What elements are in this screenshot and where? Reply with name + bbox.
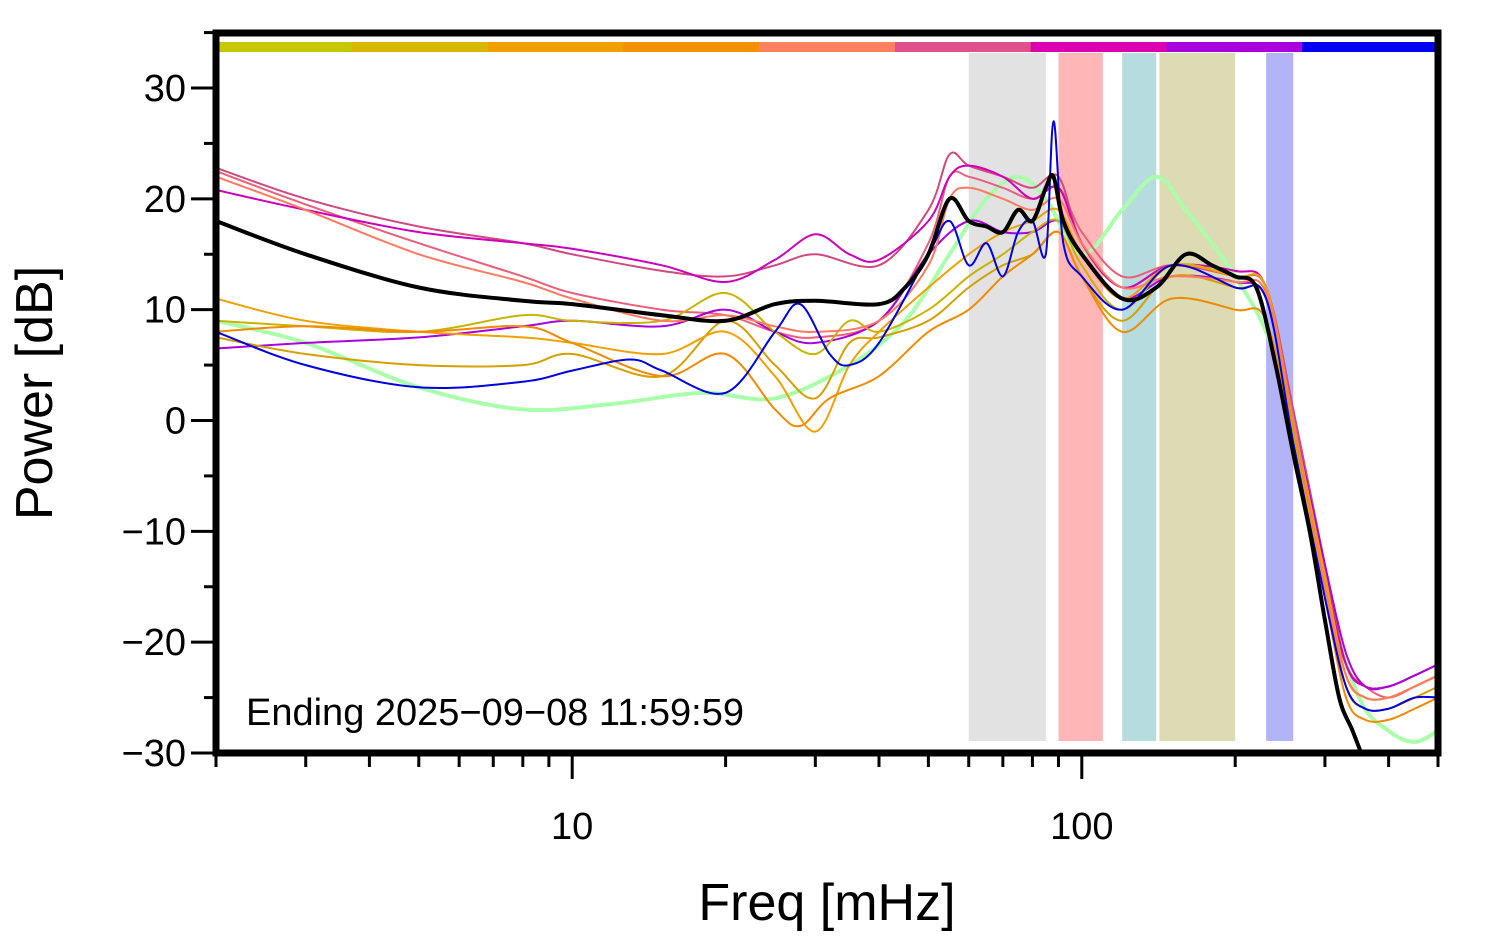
color-bar-segment-8 <box>1166 42 1303 52</box>
color-bar-segment-3 <box>487 42 624 52</box>
y-tick-label: 20 <box>144 179 186 221</box>
color-bar-segment-4 <box>623 42 760 52</box>
plot-frame <box>212 29 1442 757</box>
y-axis-ticks: 30 20 10 0 −10 −20 −30 <box>122 31 216 775</box>
y-tick-label: 30 <box>144 68 186 110</box>
top-color-bar <box>216 42 1439 52</box>
data-series <box>216 120 1438 753</box>
series-line-7 <box>216 230 1438 712</box>
color-bar-segment-5 <box>759 42 896 52</box>
y-tick-label: −10 <box>122 511 186 553</box>
color-bar-segment-1 <box>216 42 353 52</box>
color-bar-segment-6 <box>894 42 1032 52</box>
x-axis-ticks: 10 100 <box>214 753 1440 848</box>
series-line-5 <box>216 219 1438 691</box>
x-tick-label: 10 <box>551 806 593 848</box>
y-tick-label: 10 <box>144 290 186 332</box>
series-line-12 <box>216 173 1364 753</box>
color-bar-segment-9 <box>1302 42 1439 52</box>
shaded-bands <box>968 53 1294 741</box>
y-tick-label: −20 <box>122 622 186 664</box>
x-axis-title: Freq [mHz] <box>698 874 955 932</box>
shaded-band-4 <box>1159 53 1236 741</box>
shaded-band-1 <box>968 53 1046 741</box>
y-axis-title: Power [dB] <box>6 266 64 520</box>
annotation-ending: Ending 2025−09−08 11:59:59 <box>246 692 744 734</box>
color-bar-segment-2 <box>351 42 489 52</box>
series-line-1 <box>216 174 1438 744</box>
series-line-6 <box>216 218 1438 701</box>
series-line-8 <box>216 207 1438 701</box>
x-tick-label: 100 <box>1050 806 1113 848</box>
series-line-3 <box>216 151 1438 690</box>
y-tick-label: 0 <box>165 401 186 443</box>
y-tick-label: −30 <box>122 733 186 775</box>
color-bar-segment-7 <box>1030 42 1167 52</box>
series-line-2 <box>216 170 1438 699</box>
series-line-4 <box>216 164 1438 690</box>
shaded-band-2 <box>1058 53 1103 741</box>
series-line-10 <box>216 175 1438 701</box>
shaded-band-3 <box>1122 53 1157 741</box>
